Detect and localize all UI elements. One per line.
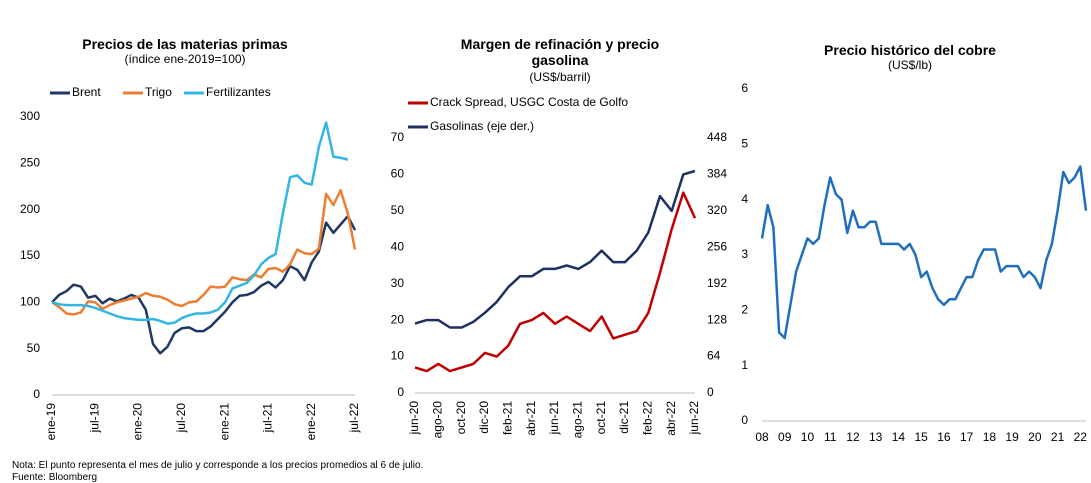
chart-subtitle: (US$/barril) [440,70,680,84]
x-tick-label: 20 [1028,430,1042,444]
x-tick-label: oct-21 [594,401,608,435]
y-tick-label: 1 [741,358,748,372]
series-line [52,216,355,353]
y-tick-label: 10 [391,349,405,363]
x-tick-label: ago-21 [571,401,585,439]
y2-tick-label: 128 [707,312,727,326]
x-tick-label: ene-19 [44,403,58,441]
page: 050100150200250300ene-19jul-19ene-20jul-… [0,0,1091,483]
y2-tick-label: 256 [707,239,727,253]
x-tick-label: 13 [869,430,883,444]
y-tick-label: 0 [741,413,748,427]
y-tick-label: 300 [20,109,40,123]
x-tick-label: dic-20 [477,401,491,434]
x-tick-label: feb-21 [501,401,515,435]
x-tick-label: 17 [960,430,974,444]
y-tick-label: 250 [20,156,40,170]
y-tick-label: 6 [741,81,748,95]
legend-label: Fertilizantes [206,85,271,99]
chart-title: Precio histórico del cobre [780,42,1040,58]
y-tick-label: 40 [391,239,405,253]
y-tick-label: 3 [741,247,748,261]
y-tick-label: 70 [391,130,405,144]
y-tick-label: 50 [27,341,41,355]
x-tick-label: jul-19 [87,403,101,434]
y-tick-label: 200 [20,202,40,216]
source: Fuente: Bloomberg [12,472,97,483]
y-tick-label: 60 [391,167,405,181]
y2-tick-label: 320 [707,203,727,217]
x-tick-label: dic-21 [617,401,631,434]
y-tick-label: 30 [391,276,405,290]
x-tick-label: feb-22 [641,401,655,435]
x-tick-label: 15 [914,430,928,444]
x-tick-label: 11 [824,430,837,444]
y2-tick-label: 0 [707,385,714,399]
x-tick-label: 21 [1051,430,1065,444]
legend-label: Trigo [145,85,172,99]
note: Nota: El punto representa el mes de juli… [12,460,423,471]
x-tick-label: jul-22 [347,403,361,434]
x-tick-label: jul-20 [174,403,188,434]
y-tick-label: 100 [20,295,40,309]
x-tick-label: jun-22 [687,401,701,436]
chart-subtitle: (US$/lb) [780,58,1040,72]
legend-label: Gasolinas (eje der.) [430,119,534,133]
x-tick-label: 08 [755,430,769,444]
chart-title: Margen de refinación y precio gasolina [440,36,680,68]
x-tick-label: 16 [937,430,951,444]
series-line [415,171,695,328]
x-tick-label: ene-21 [217,403,231,441]
x-tick-label: ene-22 [304,403,318,441]
y-tick-label: 4 [741,192,748,206]
y2-tick-label: 64 [707,349,721,363]
x-tick-label: 18 [983,430,997,444]
x-tick-label: jun-21 [547,401,561,436]
x-tick-label: ene-20 [131,403,145,441]
legend-label: Crack Spread, USGC Costa de Golfo [430,95,628,109]
series-line [762,167,1086,339]
x-tick-label: 22 [1074,430,1088,444]
chart-title: Precios de las materias primas [40,36,330,52]
x-tick-label: jun-20 [407,401,421,436]
y-tick-label: 20 [391,312,405,326]
x-tick-label: abr-22 [664,401,678,436]
legend-label: Brent [72,85,101,99]
x-tick-label: 12 [846,430,860,444]
y2-tick-label: 448 [707,130,727,144]
x-tick-label: oct-20 [454,401,468,435]
x-tick-label: 14 [892,430,906,444]
series-line [52,123,348,324]
x-tick-label: jul-21 [261,403,275,434]
y-tick-label: 150 [20,248,40,262]
series-line [52,190,355,314]
x-tick-label: ago-20 [431,401,445,439]
y-tick-label: 5 [741,137,748,151]
y-tick-label: 0 [33,387,40,401]
y2-tick-label: 384 [707,167,727,181]
x-tick-label: abr-21 [524,401,538,436]
y-tick-label: 50 [391,203,405,217]
chart-subtitle: (índice ene-2019=100) [40,52,330,66]
x-tick-label: 19 [1005,430,1019,444]
x-tick-label: 09 [778,430,792,444]
y-tick-label: 2 [741,303,748,317]
x-tick-label: 10 [801,430,815,444]
y2-tick-label: 192 [707,276,727,290]
y-tick-label: 0 [397,385,404,399]
